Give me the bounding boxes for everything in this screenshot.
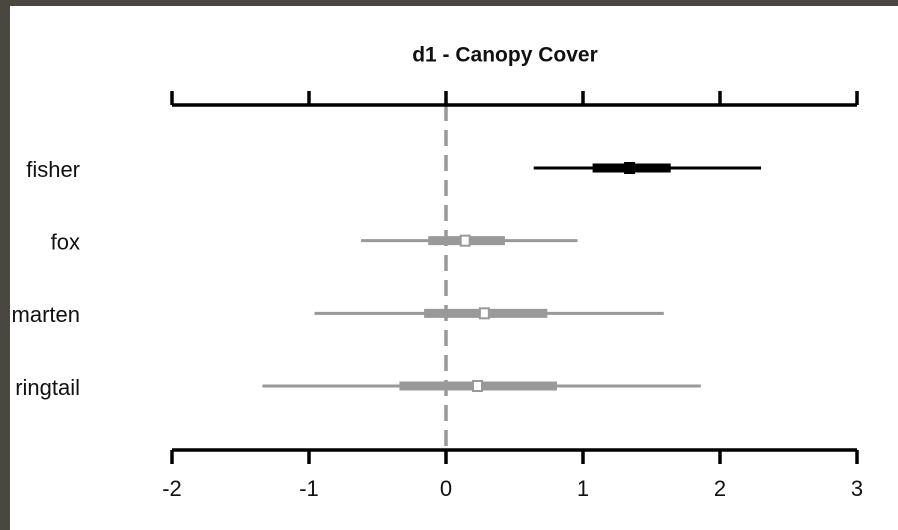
x-tick-label: 3 — [851, 476, 863, 501]
page: {"chart_data": {"type": "forest", "title… — [0, 0, 898, 530]
x-tick-label: 1 — [577, 476, 589, 501]
category-label: fox — [51, 229, 80, 254]
x-tick-label: 0 — [440, 476, 452, 501]
estimate-point — [473, 381, 482, 391]
estimate-point — [480, 308, 489, 318]
chart: d1 - Canopy Cover -2 -1 0 1 2 3 fisher fox marte… — [0, 0, 898, 530]
x-tick-label: -1 — [299, 476, 319, 501]
chart-title: d1 - Canopy Cover — [412, 44, 598, 67]
category-label: ringtail — [15, 375, 80, 400]
category-label: marten — [12, 302, 80, 327]
category-label: fisher — [26, 157, 80, 182]
estimate-point — [625, 163, 634, 173]
estimate-point — [461, 236, 470, 246]
x-tick-label: -2 — [162, 476, 182, 501]
x-tick-label: 2 — [714, 476, 726, 501]
